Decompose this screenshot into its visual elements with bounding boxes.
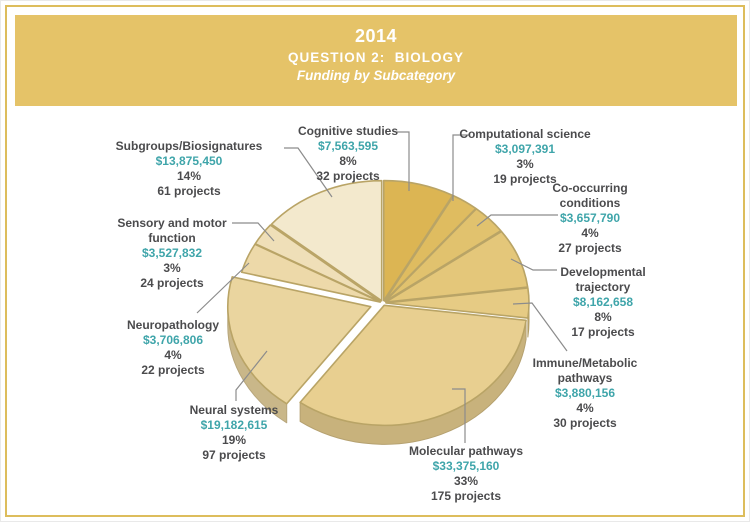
pie-label-sensory-motor: Sensory and motor function $3,527,832 3%… [117,216,227,291]
leader-computational-science [452,134,469,201]
pie-label-computational-science: Computational science $3,097,391 3% 19 p… [445,127,605,187]
leader-immune-metabolic [512,302,568,352]
leader-neuropathology [196,262,250,314]
slice-projects: 61 projects [157,184,221,198]
pie-label-neuropathology: Neuropathology $3,706,806 4% 22 projects [93,318,253,378]
slice-percent: 4% [576,401,594,415]
slice-percent: 4% [581,226,599,240]
slice-name: Cognitive studies [297,124,398,138]
slice-percent: 14% [176,169,202,183]
slice-name: Co-occurring conditions [552,181,628,210]
slice-projects: 175 projects [430,489,502,503]
slice-percent: 4% [164,348,182,362]
slice-percent: 8% [594,310,612,324]
header-banner: 2014 QUESTION 2: BIOLOGY Funding by Subc… [15,15,737,106]
slice-name: Computational science [459,127,591,141]
page-subtitle: Funding by Subcategory [296,68,456,83]
slice-percent: 8% [339,154,357,168]
leader-lines [196,131,568,443]
slice-projects: 24 projects [140,276,204,290]
slice-percent: 33% [453,474,479,488]
slice-amount: $7,563,595 [317,139,379,153]
leader-sensory-motor [232,222,275,242]
slice-percent: 19% [221,433,247,447]
slice-amount: $19,182,615 [200,418,268,432]
pie-label-subgroups-biosignatures: Subgroups/Biosignatures $13,875,450 14% … [99,139,279,199]
pie-label-molecular-pathways: Molecular pathways $33,375,160 33% 175 p… [386,444,546,504]
slice-amount: $3,527,832 [141,246,203,260]
slice-name: Sensory and motor function [117,216,227,245]
leader-cognitive-studies [397,131,410,191]
pie-chart [196,131,568,445]
pie-label-neural-systems: Neural systems $19,182,615 19% 97 projec… [154,403,314,463]
page-title-year: 2014 [354,26,398,46]
slice-amount: $3,706,806 [142,333,204,347]
slice-name: Neuropathology [127,318,219,332]
slice-projects: 32 projects [316,169,380,183]
slice-projects: 30 projects [553,416,617,430]
leader-co-occurring-conditions [476,214,558,227]
slice-amount: $13,875,450 [155,154,223,168]
slice-amount: $3,097,391 [494,142,556,156]
slice-name: Subgroups/Biosignatures [115,139,263,153]
slice-amount: $8,162,658 [572,295,634,309]
pie-label-cognitive-studies: Cognitive studies $7,563,595 8% 32 proje… [268,124,428,184]
leader-subgroups-biosignatures [284,147,333,198]
leader-molecular-pathways [452,388,466,443]
slice-projects: 27 projects [558,241,622,255]
pie-label-immune-metabolic: Immune/Metabolic pathways $3,880,156 4% … [520,356,650,431]
slice-name: Immune/Metabolic pathways [532,356,638,385]
slice-amount: $33,375,160 [432,459,500,473]
slice-name: Developmental trajectory [560,265,646,294]
slice-projects: 17 projects [571,325,635,339]
slice-percent: 3% [516,157,534,171]
slice-percent: 3% [163,261,181,275]
slice-name: Neural systems [189,403,279,417]
slice-amount: $3,880,156 [554,386,616,400]
pie-label-developmental-trajectory: Developmental trajectory $8,162,658 8% 1… [548,265,658,340]
slice-amount: $3,657,790 [559,211,621,225]
pie-chart-area: Cognitive studies $7,563,595 8% 32 proje… [1,106,749,521]
slice-projects: 22 projects [141,363,205,377]
leader-developmental-trajectory [510,258,557,271]
slice-projects: 97 projects [202,448,266,462]
leader-neural-systems [235,350,268,401]
slice-projects: 19 projects [493,172,557,186]
pie-label-co-occurring-conditions: Co-occurring conditions $3,657,790 4% 27… [538,181,642,256]
slice-name: Molecular pathways [408,444,524,458]
page-title-question: QUESTION 2: BIOLOGY [287,50,464,65]
pie-slices [226,179,530,427]
